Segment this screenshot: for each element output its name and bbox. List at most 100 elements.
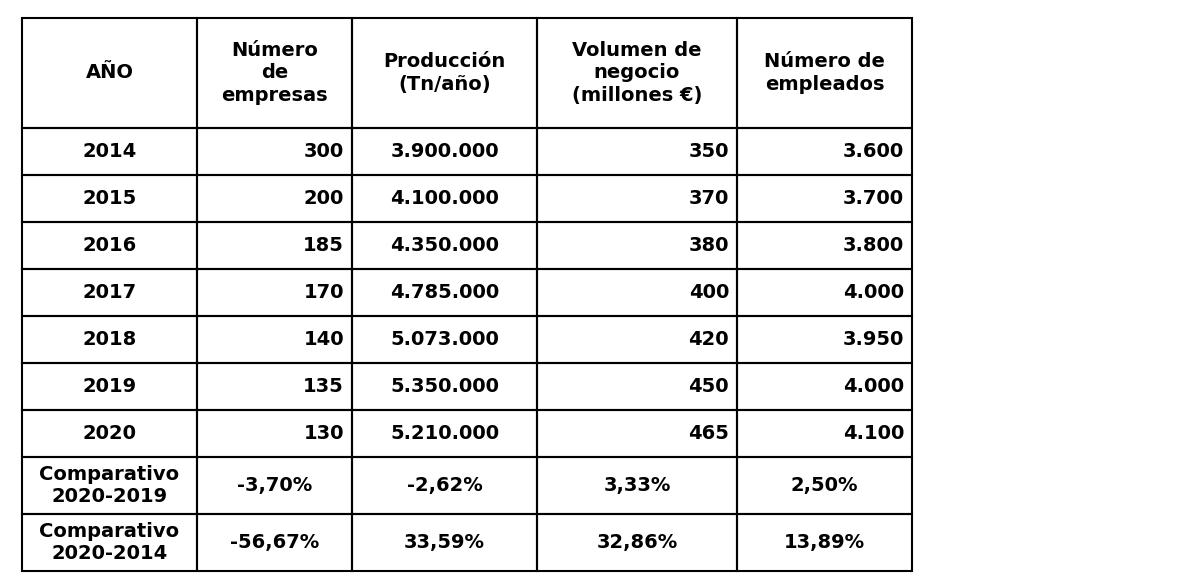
Bar bbox=[737, 363, 912, 410]
Text: 135: 135 bbox=[304, 377, 344, 396]
Bar bbox=[197, 514, 352, 571]
Text: 380: 380 bbox=[689, 236, 730, 255]
Text: 2020: 2020 bbox=[83, 424, 137, 443]
Text: 4.000: 4.000 bbox=[842, 283, 904, 302]
Bar bbox=[737, 316, 912, 363]
Text: Producción
(Tn/año): Producción (Tn/año) bbox=[383, 52, 505, 94]
Text: 2014: 2014 bbox=[83, 142, 137, 161]
Text: 3.950: 3.950 bbox=[842, 330, 904, 349]
Text: 130: 130 bbox=[304, 424, 344, 443]
Text: 465: 465 bbox=[688, 424, 730, 443]
Text: 13,89%: 13,89% bbox=[784, 533, 865, 552]
Bar bbox=[352, 269, 538, 316]
Bar bbox=[22, 410, 197, 457]
Bar bbox=[197, 316, 352, 363]
Text: 2,50%: 2,50% bbox=[791, 476, 858, 495]
Text: 450: 450 bbox=[689, 377, 730, 396]
Text: 170: 170 bbox=[304, 283, 344, 302]
Text: 140: 140 bbox=[304, 330, 344, 349]
Bar bbox=[737, 269, 912, 316]
Text: 2017: 2017 bbox=[83, 283, 137, 302]
Bar bbox=[538, 514, 737, 571]
Bar bbox=[352, 316, 538, 363]
Bar bbox=[22, 363, 197, 410]
Bar bbox=[538, 128, 737, 175]
Bar bbox=[737, 410, 912, 457]
Text: Número de
empleados: Número de empleados bbox=[764, 52, 884, 94]
Text: -3,70%: -3,70% bbox=[236, 476, 312, 495]
Text: -2,62%: -2,62% bbox=[407, 476, 482, 495]
Text: 350: 350 bbox=[689, 142, 730, 161]
Bar bbox=[538, 410, 737, 457]
Bar bbox=[737, 514, 912, 571]
Text: 32,86%: 32,86% bbox=[596, 533, 678, 552]
Text: 370: 370 bbox=[689, 189, 730, 208]
Bar bbox=[197, 363, 352, 410]
Text: 4.100.000: 4.100.000 bbox=[390, 189, 499, 208]
Text: 4.785.000: 4.785.000 bbox=[390, 283, 499, 302]
Text: 2015: 2015 bbox=[83, 189, 137, 208]
Text: Número
de
empresas: Número de empresas bbox=[221, 41, 328, 105]
Text: 5.073.000: 5.073.000 bbox=[390, 330, 499, 349]
Bar bbox=[737, 222, 912, 269]
Text: 3.900.000: 3.900.000 bbox=[390, 142, 499, 161]
Bar bbox=[22, 316, 197, 363]
Bar bbox=[538, 175, 737, 222]
Bar bbox=[197, 410, 352, 457]
Bar bbox=[197, 128, 352, 175]
Bar bbox=[22, 514, 197, 571]
Text: 3.800: 3.800 bbox=[842, 236, 904, 255]
Text: 4.350.000: 4.350.000 bbox=[390, 236, 499, 255]
Bar bbox=[352, 18, 538, 128]
Text: 3.700: 3.700 bbox=[842, 189, 904, 208]
Bar bbox=[22, 269, 197, 316]
Text: 3.600: 3.600 bbox=[842, 142, 904, 161]
Bar bbox=[538, 457, 737, 514]
Bar bbox=[197, 269, 352, 316]
Bar bbox=[538, 363, 737, 410]
Text: -56,67%: -56,67% bbox=[230, 533, 319, 552]
Bar bbox=[538, 316, 737, 363]
Text: 200: 200 bbox=[304, 189, 344, 208]
Bar bbox=[737, 18, 912, 128]
Bar bbox=[352, 128, 538, 175]
Bar bbox=[352, 222, 538, 269]
Bar bbox=[538, 222, 737, 269]
Bar bbox=[737, 457, 912, 514]
Text: 3,33%: 3,33% bbox=[604, 476, 671, 495]
Bar bbox=[352, 410, 538, 457]
Bar bbox=[352, 514, 538, 571]
Bar bbox=[22, 128, 197, 175]
Text: 185: 185 bbox=[304, 236, 344, 255]
Bar bbox=[22, 175, 197, 222]
Text: 400: 400 bbox=[689, 283, 730, 302]
Text: AÑO: AÑO bbox=[85, 64, 133, 82]
Bar bbox=[22, 457, 197, 514]
Text: 5.210.000: 5.210.000 bbox=[390, 424, 499, 443]
Bar bbox=[22, 18, 197, 128]
Text: Comparativo
2020-2014: Comparativo 2020-2014 bbox=[40, 522, 180, 563]
Bar bbox=[352, 175, 538, 222]
Text: 4.100: 4.100 bbox=[842, 424, 904, 443]
Bar bbox=[352, 457, 538, 514]
Bar bbox=[197, 18, 352, 128]
Text: 5.350.000: 5.350.000 bbox=[390, 377, 499, 396]
Text: 33,59%: 33,59% bbox=[404, 533, 485, 552]
Text: 2019: 2019 bbox=[83, 377, 137, 396]
Text: Volumen de
negocio
(millones €): Volumen de negocio (millones €) bbox=[572, 41, 702, 105]
Bar bbox=[197, 222, 352, 269]
Bar bbox=[22, 222, 197, 269]
Text: 300: 300 bbox=[304, 142, 344, 161]
Bar bbox=[538, 18, 737, 128]
Bar bbox=[538, 269, 737, 316]
Bar bbox=[737, 128, 912, 175]
Text: 420: 420 bbox=[689, 330, 730, 349]
Text: 2018: 2018 bbox=[83, 330, 137, 349]
Bar bbox=[197, 457, 352, 514]
Bar bbox=[352, 363, 538, 410]
Bar bbox=[197, 175, 352, 222]
Bar bbox=[737, 175, 912, 222]
Text: Comparativo
2020-2019: Comparativo 2020-2019 bbox=[40, 464, 180, 507]
Text: 4.000: 4.000 bbox=[842, 377, 904, 396]
Text: 2016: 2016 bbox=[83, 236, 137, 255]
